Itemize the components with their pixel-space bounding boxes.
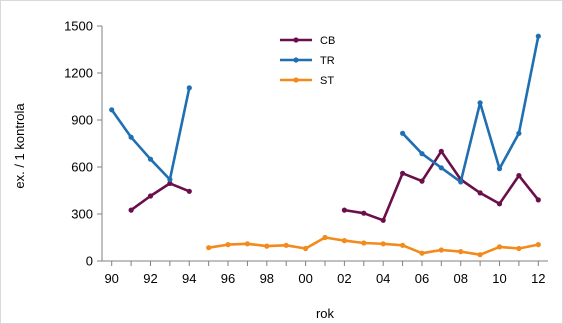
- data-point-tr: [167, 176, 173, 183]
- y-axis-label: ex. / 1 kontrola: [12, 103, 27, 189]
- data-point-st: [244, 241, 250, 247]
- series-line-cb: [130, 182, 190, 212]
- data-point-tr: [458, 179, 464, 185]
- legend: CB TR ST: [280, 35, 335, 87]
- data-point-cb: [380, 217, 386, 223]
- y-ticks: 0 300 600 900 1200 1500: [64, 19, 102, 269]
- data-point-tr: [477, 100, 483, 106]
- data-point-cb: [341, 207, 347, 213]
- data-point-cb: [496, 201, 503, 207]
- data-point-tr: [535, 33, 541, 39]
- x-tick-label: 90: [104, 271, 118, 286]
- data-point-st: [400, 242, 406, 248]
- legend-label: ST: [320, 75, 334, 87]
- legend-marker: [293, 77, 299, 83]
- x-tick-label: 00: [298, 271, 312, 286]
- data-point-tr: [109, 107, 115, 113]
- data-point-st: [516, 245, 522, 252]
- data-point-cb: [477, 190, 483, 196]
- data-point-st: [322, 234, 328, 241]
- series-line-cb: [344, 150, 540, 222]
- x-tick-label: 08: [454, 271, 468, 286]
- data-point-tr: [186, 85, 192, 91]
- data-point-st: [380, 241, 386, 247]
- data-point-cb: [535, 197, 541, 203]
- data-point-cb: [186, 188, 192, 194]
- data-point-cb: [516, 173, 522, 179]
- x-tick-label: 06: [415, 271, 429, 286]
- y-tick-label: 1500: [64, 19, 93, 34]
- data-point-tr: [438, 165, 444, 171]
- y-tick-label: 600: [71, 160, 93, 175]
- data-point-tr: [419, 151, 425, 157]
- x-axis-label: rok: [316, 306, 335, 321]
- data-point-cb: [438, 148, 444, 154]
- y-tick-label: 1200: [64, 66, 93, 81]
- data-point-tr: [516, 130, 522, 136]
- legend-label: CB: [320, 35, 335, 47]
- x-tick-label: 96: [221, 271, 235, 286]
- data-point-tr: [128, 134, 134, 140]
- x-tick-label: 10: [492, 271, 506, 286]
- data-point-tr: [400, 130, 406, 136]
- legend-item-cb: CB: [280, 35, 335, 47]
- y-tick-label: 900: [71, 113, 93, 128]
- data-point-st: [361, 240, 367, 246]
- data-point-st: [458, 249, 464, 255]
- x-tick-label: 04: [376, 271, 390, 286]
- data-point-st: [496, 244, 503, 250]
- data-point-cb: [400, 170, 406, 176]
- legend-marker: [293, 57, 299, 63]
- x-tick-label: 02: [337, 271, 351, 286]
- x-ticks: 90 92 94 96 98 00 02 04 06 08 10 12: [104, 261, 546, 286]
- legend-item-tr: TR: [280, 55, 335, 67]
- series-line-tr: [110, 87, 191, 181]
- data-point-st: [419, 250, 425, 256]
- data-point-cb: [128, 207, 134, 213]
- data-point-st: [438, 247, 444, 253]
- data-point-cb: [361, 210, 367, 216]
- data-point-st: [303, 245, 309, 252]
- x-tick-label: 12: [531, 271, 545, 286]
- data-point-cb: [167, 180, 173, 186]
- data-point-tr: [147, 156, 154, 162]
- series-tr: [109, 33, 541, 185]
- data-point-cb: [147, 193, 154, 199]
- series-layer: [109, 33, 541, 258]
- data-point-st: [477, 252, 483, 258]
- data-point-st: [535, 242, 541, 248]
- legend-marker: [293, 37, 299, 43]
- data-point-st: [283, 242, 289, 248]
- data-point-st: [264, 243, 270, 249]
- series-line-st: [208, 236, 539, 256]
- data-point-cb: [419, 178, 425, 184]
- x-tick-label: 98: [260, 271, 274, 286]
- data-point-st: [341, 238, 347, 244]
- legend-label: TR: [320, 55, 335, 67]
- data-point-st: [206, 245, 212, 251]
- x-tick-label: 94: [182, 271, 196, 286]
- x-tick-label: 92: [143, 271, 157, 286]
- series-line-tr: [401, 35, 540, 184]
- data-point-st: [225, 242, 231, 248]
- data-point-tr: [496, 166, 503, 172]
- series-st: [206, 234, 541, 258]
- y-tick-label: 0: [86, 254, 93, 269]
- legend-item-st: ST: [280, 75, 334, 87]
- series-cb: [128, 148, 541, 223]
- y-tick-label: 300: [71, 207, 93, 222]
